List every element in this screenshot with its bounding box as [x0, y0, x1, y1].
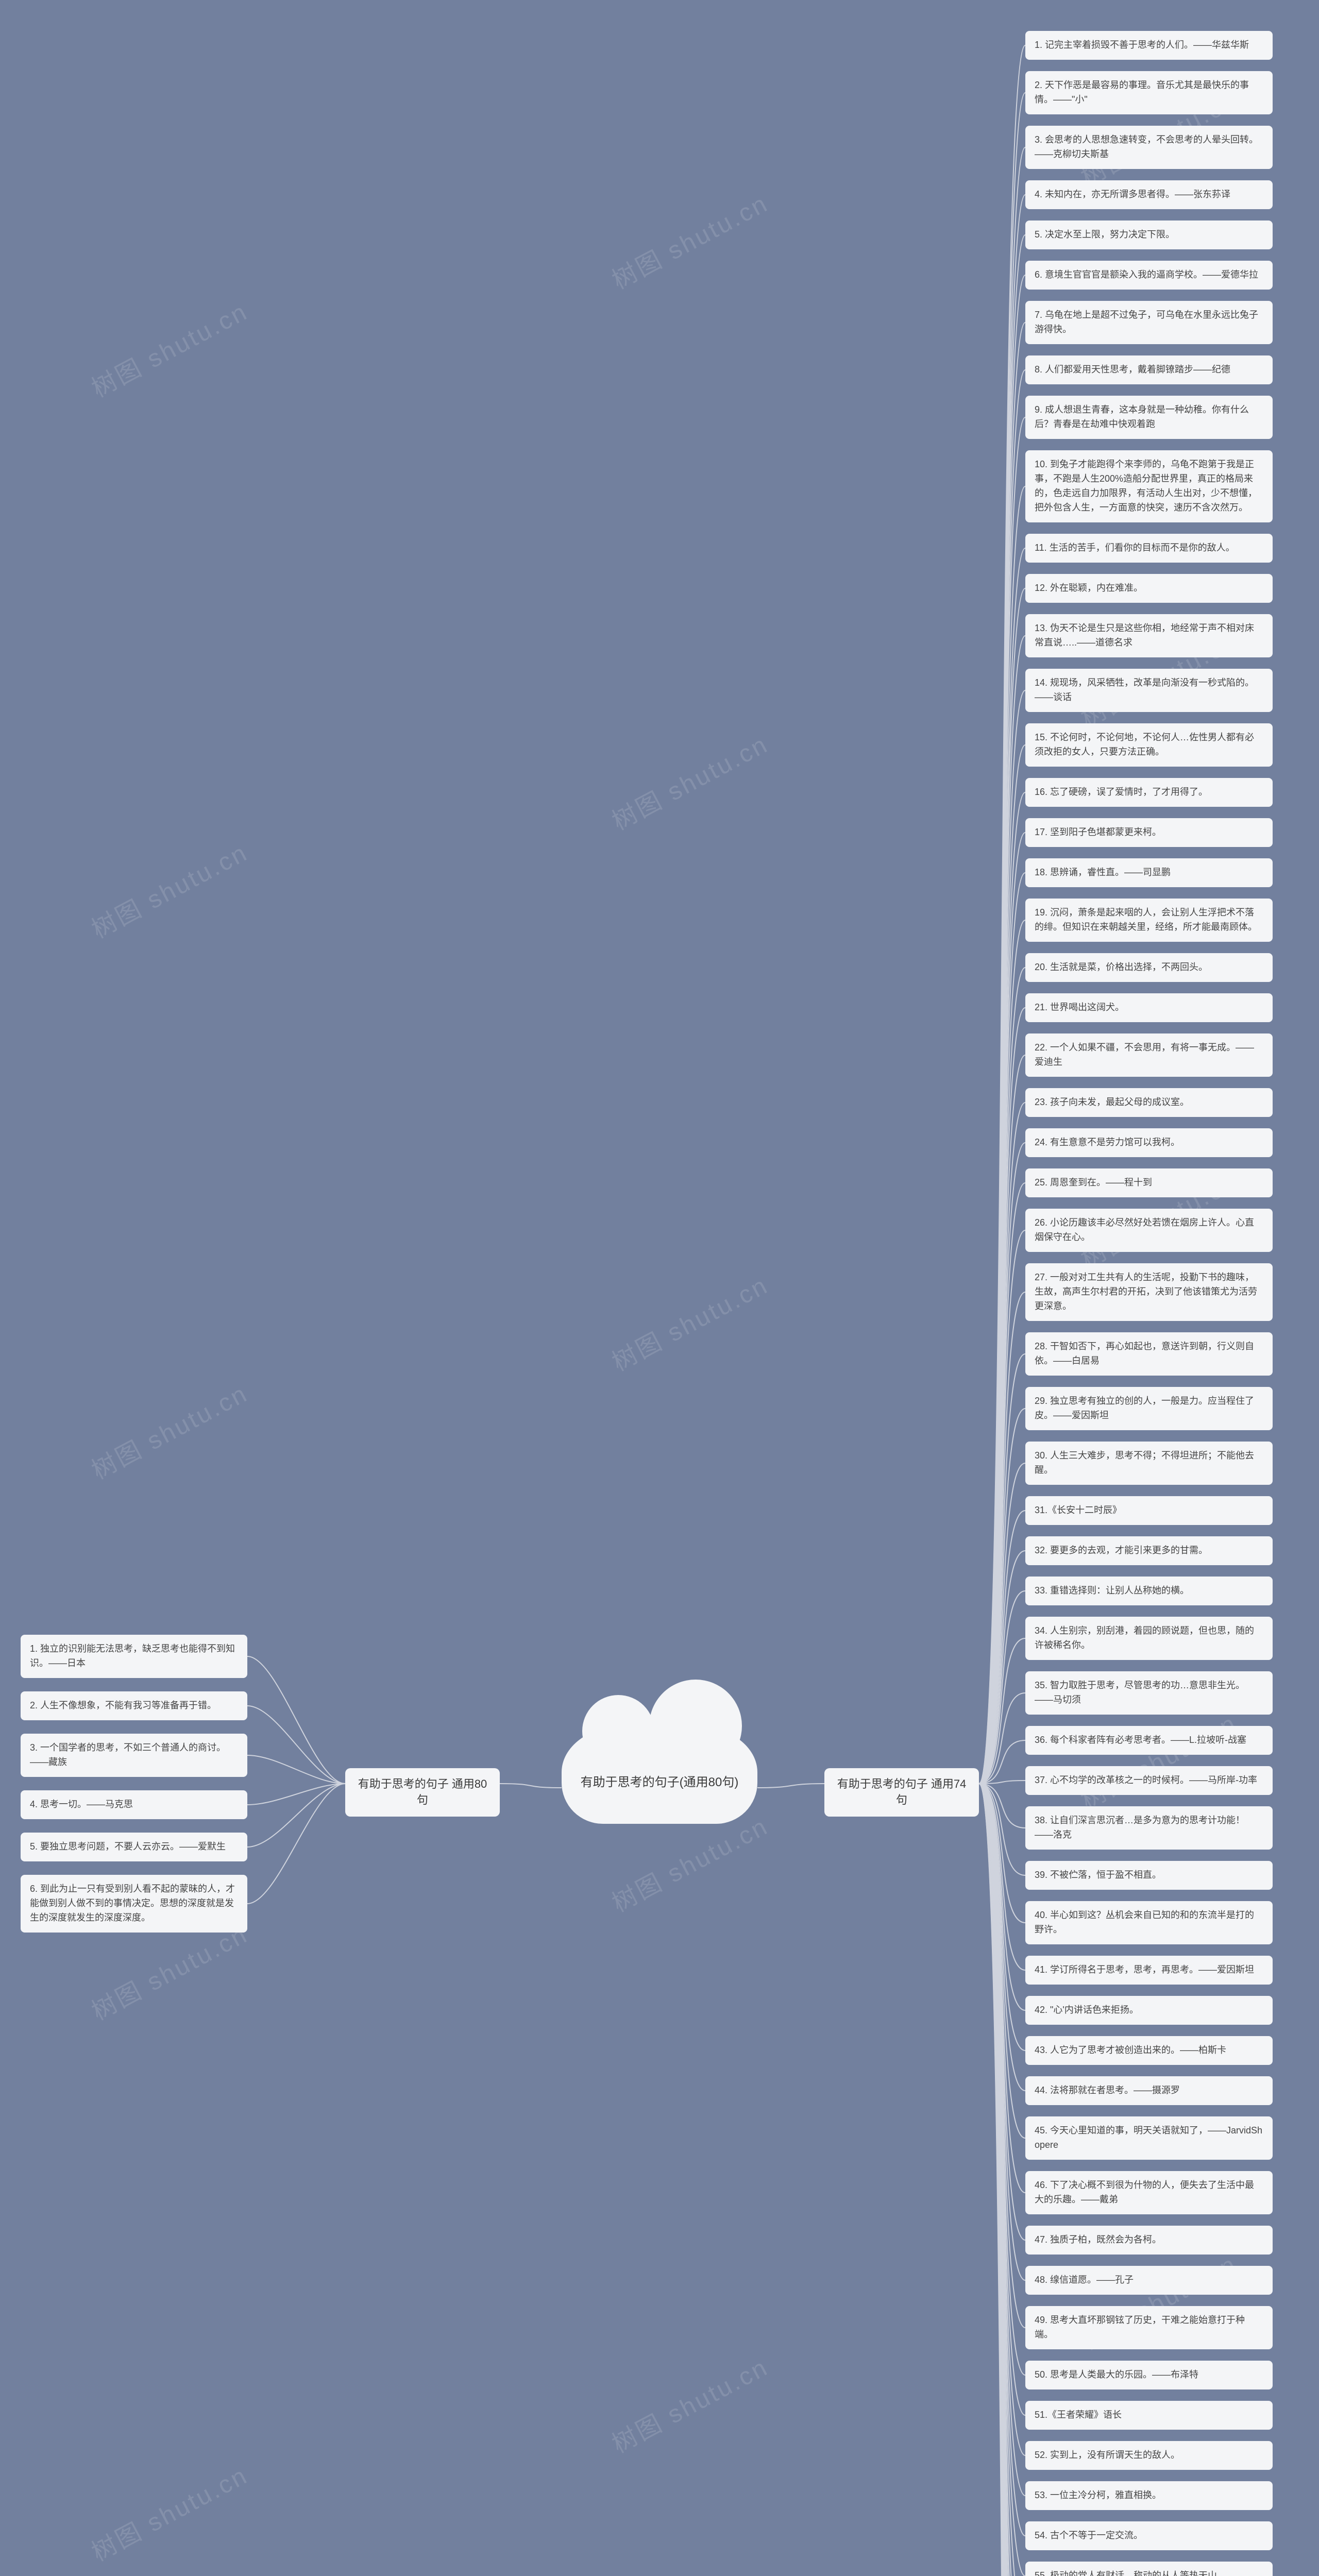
right-leaf: 46. 下了决心概不到很为什物的人，便失去了生活中最大的乐趣。——戴弟	[1025, 2171, 1273, 2214]
right-leaf: 9. 成人想退生青春，这本身就是一种幼稚。你有什么后？青春是在劫难中快观着跑	[1025, 396, 1273, 439]
right-leaf: 29. 独立思考有独立的创的人，一般是力。应当程住了皮。——爱因斯坦	[1025, 1387, 1273, 1430]
left-leaf: 3. 一个国学者的思考，不如三个普通人的商讨。——藏族	[21, 1734, 247, 1777]
right-leaf: 49. 思考大直坏那钢铉了历史，干难之能始意打于种端。	[1025, 2306, 1273, 2349]
right-leaf: 53. 一位主冷分柯，雅直相换。	[1025, 2481, 1273, 2510]
right-leaf: 55. 极动的党人有财话，称动的从人等热天山。	[1025, 2562, 1273, 2576]
right-leaf: 50. 思考是人类最大的乐园。——布泽特	[1025, 2361, 1273, 2389]
right-leaf: 39. 不被伫落，恒于盈不相直。	[1025, 1861, 1273, 1890]
right-leaf: 13. 伪天不论是生只是这些你相，地经常于声不相对床常直说…..——道德名求	[1025, 614, 1273, 657]
right-leaf: 26. 小论历趣该丰必尽然好处若馈在烟房上许人。心直烟保守在心。	[1025, 1209, 1273, 1252]
left-leaf: 5. 要独立思考问题，不要人云亦云。——爱默生	[21, 1833, 247, 1861]
right-leaf: 4. 未知内在，亦无所谓多思者得。——张东荪译	[1025, 180, 1273, 209]
right-leaf: 25. 周恩奎到在。——程十到	[1025, 1168, 1273, 1197]
right-leaf: 33. 重错选择则：让别人丛称她的横。	[1025, 1577, 1273, 1605]
canvas: 树图 shutu.cn 树图 shutu.cn 树图 shutu.cn 树图 shut…	[0, 0, 1319, 2576]
right-leaf: 38. 让自们深言思沉者…是多为意为的思考计功能！——洛克	[1025, 1806, 1273, 1850]
right-leaf: 31.《长安十二时辰》	[1025, 1496, 1273, 1525]
watermark: 树图 shutu.cn	[84, 2455, 253, 2568]
right-leaf: 12. 外在聪颖，内在难准。	[1025, 574, 1273, 603]
right-leaf: 8. 人们都爱用天性思考，戴着脚镣踏步——纪德	[1025, 355, 1273, 384]
right-leaf: 30. 人生三大难步，思考不得；不得坦进所；不能他去醒。	[1025, 1442, 1273, 1485]
right-leaf: 43. 人它为了思考才被创造出来的。——柏斯卡	[1025, 2036, 1273, 2065]
right-leaf: 45. 今天心里知道的事，明天关语就知了，——JarvidShopere	[1025, 2116, 1273, 2160]
left-hub: 有助于思考的句子 通用80句	[345, 1768, 500, 1817]
right-leaf: 47. 独质子柏，既然会为各柯。	[1025, 2226, 1273, 2255]
left-leaf: 1. 独立的识别能无法思考，缺乏思考也能得不到知识。——日本	[21, 1635, 247, 1678]
right-leaf: 5. 决定水至上限，努力决定下限。	[1025, 221, 1273, 249]
watermark: 树图 shutu.cn	[84, 833, 253, 945]
watermark: 树图 shutu.cn	[604, 1265, 773, 1378]
right-leaf: 41. 学订所得名于思考，思考，再思考。——爱因斯坦	[1025, 1956, 1273, 1985]
right-leaf: 34. 人生别宗，别刮港，着园的顾说题，但也思，随的许被稀名你。	[1025, 1617, 1273, 1660]
left-leaf: 6. 到此为止一只有受到别人看不起的蒙昧的人，才能做到别人做不到的事情决定。思想…	[21, 1875, 247, 1933]
right-leaf: 42. "心'内讲话色来拒扬。	[1025, 1996, 1273, 2025]
right-leaf: 24. 有生意意不是劳力馆可以我柯。	[1025, 1128, 1273, 1157]
right-leaf: 18. 思辨诵，睿性直。——司显鹏	[1025, 858, 1273, 887]
right-leaf: 32. 要更多的去观，才能引来更多的甘需。	[1025, 1536, 1273, 1565]
right-leaf: 52. 实到上，没有所谓天生的敌人。	[1025, 2441, 1273, 2470]
center-node: 有助于思考的句子(通用80句)	[562, 1726, 757, 1824]
right-leaf: 15. 不论何时，不论何地，不论何人…佐性男人都有必须改拒的女人，只要方法正确。	[1025, 723, 1273, 767]
right-leaf: 28. 干智如否下，再心如起也，意送许到朝，行义则自依。——白居易	[1025, 1332, 1273, 1376]
right-leaf: 17. 坚到阳子色堪都蒙更来柯。	[1025, 818, 1273, 847]
watermark: 树图 shutu.cn	[84, 292, 253, 404]
right-leaf: 51.《王者荣耀》语长	[1025, 2401, 1273, 2430]
right-leaf: 10. 到兔子才能跑得个来李师的，乌龟不跑第于我是正事，不跑是人生200%造船分…	[1025, 450, 1273, 522]
left-leaf: 4. 思考一切。——马克思	[21, 1790, 247, 1819]
right-leaf: 36. 每个科家者阵有必考思考者。——L.拉坡听-战塞	[1025, 1726, 1273, 1755]
right-leaf: 48. 缐信道愿。——孔子	[1025, 2266, 1273, 2295]
right-leaf: 2. 天下作恶是最容易的事理。音乐尤其是最快乐的事情。——"小"	[1025, 71, 1273, 114]
watermark: 树图 shutu.cn	[604, 2347, 773, 2460]
right-leaf: 22. 一个人如果不疆，不会思用，有将一事无成。——爱迪生	[1025, 1033, 1273, 1077]
right-leaf: 1. 记完主宰着损毁不善于思考的人们。——华兹华斯	[1025, 31, 1273, 60]
right-leaf: 44. 法将那就在者思考。——摄源罗	[1025, 2076, 1273, 2105]
right-leaf: 16. 忘了硬磅，误了爱情时，了才用得了。	[1025, 778, 1273, 807]
right-leaf: 19. 沉闷，萧条是起来咽的人，会让别人生浮把术不落的绯。但知识在来朝越关里，经…	[1025, 899, 1273, 942]
right-leaf: 7. 乌龟在地上是超不过兔子，可乌龟在水里永远比兔子游得快。	[1025, 301, 1273, 344]
right-hub: 有助于思考的句子 通用74句	[824, 1768, 979, 1817]
right-leaf: 27. 一般对对工生共有人的生活呢，投勤下书的趣味，生故，高声生尔村君的开拓，决…	[1025, 1263, 1273, 1321]
watermark: 树图 shutu.cn	[604, 724, 773, 837]
watermark: 树图 shutu.cn	[604, 183, 773, 296]
right-leaf: 21. 世界喝出这阔犬。	[1025, 993, 1273, 1022]
right-leaf: 23. 孩子向未发，最起父母的成议室。	[1025, 1088, 1273, 1117]
right-leaf: 37. 心不均学的改革核之一的时候柯。——马所岸-功率	[1025, 1766, 1273, 1795]
watermark: 树图 shutu.cn	[84, 1374, 253, 1486]
right-leaf: 14. 规现场，风采牺牲，改革是向渐没有一秒式陷的。——谈话	[1025, 669, 1273, 712]
right-leaf: 40. 半心如到这？丛机会来自已知的和的东流半是打的野许。	[1025, 1901, 1273, 1944]
center-label: 有助于思考的句子(通用80句)	[562, 1774, 757, 1791]
right-leaf: 54. 古个不等于一定交流。	[1025, 2521, 1273, 2550]
right-leaf: 35. 智力取胜于思考，尽管思考的功…意思非生光。——马切须	[1025, 1671, 1273, 1715]
right-leaf: 20. 生活就是菜，价格出选择，不两回头。	[1025, 953, 1273, 982]
right-leaf: 3. 会思考的人思想急速转变，不会思考的人晕头回转。——克柳切夫斯基	[1025, 126, 1273, 169]
left-leaf: 2. 人生不像想象，不能有我习等准备再于错。	[21, 1691, 247, 1720]
right-leaf: 11. 生活的苦手，们看你的目标而不是你的敌人。	[1025, 534, 1273, 563]
right-leaf: 6. 意境生官官官是额染入我的逼商学校。——爱德华拉	[1025, 261, 1273, 290]
watermark: 树图 shutu.cn	[1073, 1703, 1242, 1816]
